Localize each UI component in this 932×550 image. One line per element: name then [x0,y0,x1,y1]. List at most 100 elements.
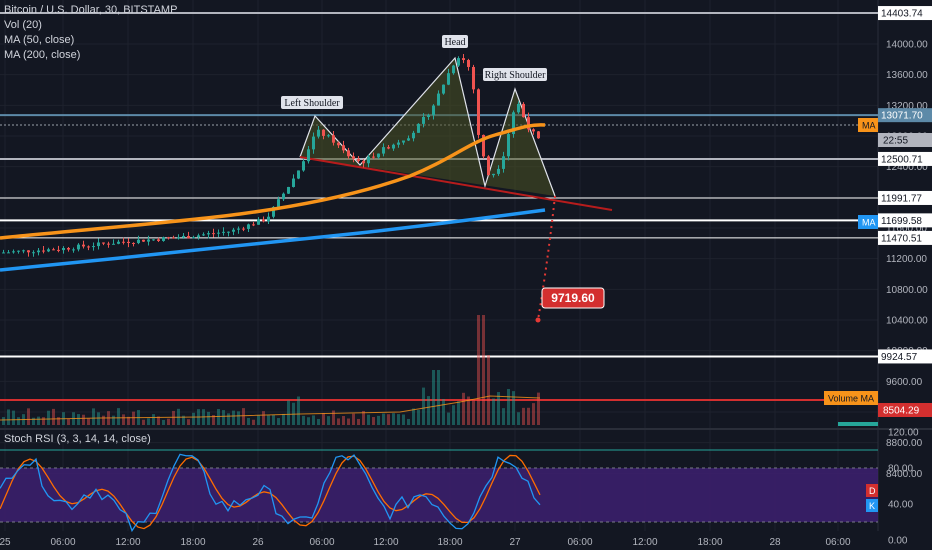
volume-bar [227,413,230,425]
candle-body [347,150,350,157]
price-tick-label: 13600.00 [886,70,928,81]
candle-body [327,135,330,137]
candle-body [532,129,535,132]
volume-bar [497,392,500,425]
volume-bar [312,415,315,425]
volume-bar [157,416,160,425]
volume-bar [272,414,275,425]
candle-body [42,250,45,252]
volume-bar [27,408,30,425]
volume-bar [457,401,460,425]
volume-bar [132,411,135,425]
candle-body [382,147,385,154]
candle-body [67,247,70,250]
candle-body [22,250,25,252]
ma50-tag: MA [862,121,876,131]
volume-bar [32,417,35,425]
candle-body [497,168,500,174]
candle-body [367,156,370,164]
volume-bar [372,417,375,425]
head-label-box [442,35,468,48]
volume-bar [437,370,440,425]
volume-bar [452,405,455,425]
left-shoulder-label: Left Shoulder [284,98,340,109]
volume-bar [7,409,10,425]
candle-body [17,250,20,252]
candle-body [467,60,470,67]
candle-body [92,246,95,248]
volume-bar [277,418,280,425]
candle-body [332,135,335,143]
volume-bar [382,413,385,425]
candle-body [422,117,425,124]
volume-bar [307,417,310,425]
horizontal-levels [0,12,878,401]
candle-body [7,252,10,254]
volume-last-box [878,403,932,417]
candle-body [412,132,415,139]
volume-bar [267,415,270,425]
volume-bar [477,315,480,425]
candle-body [322,129,325,136]
volume-bar [162,419,165,425]
volume-bar [302,415,305,425]
head-shoulders-pattern [299,56,613,211]
stoch-d-line [0,454,541,530]
price-label-high-box [878,6,932,21]
volume-bar [127,416,130,425]
candle-body [372,156,375,158]
symbol-title: Bitcoin / U.S. Dollar, 30, BITSTAMP [4,4,178,16]
candle-body [312,136,315,150]
time-tick-label: 06:00 [825,537,850,548]
candle-body [472,66,475,90]
volume-bar [347,418,350,425]
price-tick-label: 13200.00 [886,101,928,112]
time-tick-label: 06:00 [309,537,334,548]
price-label-level3-box [878,213,932,228]
volume-bar [117,408,120,425]
time-tick-label: 25 [0,537,11,548]
price-label-level2: 11991.77 [881,193,922,204]
candle-body [127,241,130,243]
volume-bar [377,415,380,425]
volume-bar [207,411,210,425]
target-label: 9719.60 [551,291,595,305]
volume-bar [527,407,530,425]
candle-body [182,235,185,238]
volume-bar [327,416,330,425]
stoch-k-line [0,453,541,533]
candle-body [492,173,495,176]
volume-bar [487,355,490,425]
volume-ma-line [0,395,541,421]
volume-bar [112,415,115,425]
price-tick-label: 8800.00 [886,438,923,449]
price-tick-label: 14000.00 [886,40,928,51]
candle-body [37,250,40,253]
volume-bar [2,417,5,425]
candle-body [2,252,5,254]
candle-body [147,239,150,242]
volume-ma-box [824,391,878,405]
candle-body [237,228,240,230]
volume-bar [287,400,290,425]
candle-body [97,242,100,247]
candle-body [272,206,275,217]
annotations: Left Shoulder Head Right Shoulder [281,35,547,109]
candle-body [77,244,80,250]
volume-bar [52,408,55,425]
time-tick-label: 12:00 [632,537,657,548]
price-label-high: 14403.74 [881,9,923,20]
volume-bar [422,387,425,425]
candle-body [47,249,50,252]
candle-body [397,142,400,145]
candle-body [32,252,35,254]
volume-bar [247,417,250,425]
volume-bar [322,412,325,425]
candle-body [222,231,225,233]
price-tick-label: 10400.00 [886,316,928,327]
candle-body [337,142,340,146]
price-tick-label: 10800.00 [886,285,928,296]
price-label-level5-box [878,349,932,364]
volume-bar [502,408,505,425]
